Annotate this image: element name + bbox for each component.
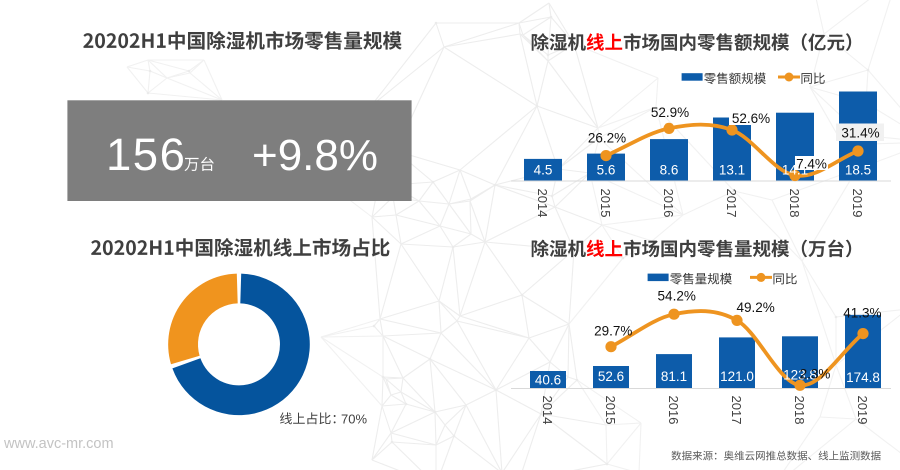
svg-text:2018: 2018 — [792, 396, 807, 425]
svg-text:+9.8%: +9.8% — [252, 131, 378, 180]
svg-text:29.7%: 29.7% — [594, 324, 632, 339]
svg-text:41.3%: 41.3% — [843, 306, 881, 321]
svg-text:31.4%: 31.4% — [841, 126, 879, 141]
svg-text:156: 156 — [106, 129, 186, 180]
svg-text:26.2%: 26.2% — [588, 130, 626, 145]
svg-text:2017: 2017 — [729, 396, 744, 425]
svg-text:2017: 2017 — [724, 189, 739, 218]
svg-text:49.2%: 49.2% — [736, 300, 774, 315]
svg-text:18.5: 18.5 — [845, 163, 871, 178]
svg-text:2014: 2014 — [535, 189, 550, 218]
svg-text:2.3%: 2.3% — [800, 367, 831, 382]
svg-text:54.2%: 54.2% — [658, 289, 696, 304]
svg-text:2016: 2016 — [666, 396, 681, 425]
svg-text:70%: 70% — [341, 411, 367, 426]
svg-text:2016: 2016 — [661, 189, 676, 218]
svg-text:7.4%: 7.4% — [796, 156, 827, 171]
svg-text:2014: 2014 — [540, 396, 555, 425]
svg-text:8.6: 8.6 — [660, 163, 679, 178]
svg-text:121.0: 121.0 — [720, 369, 754, 384]
svg-text:4.5: 4.5 — [534, 163, 553, 178]
svg-text:2018: 2018 — [787, 189, 802, 218]
svg-text:5.6: 5.6 — [597, 163, 616, 178]
svg-text:14.1: 14.1 — [782, 163, 808, 178]
svg-text:2019: 2019 — [850, 189, 865, 218]
svg-text:52.6: 52.6 — [598, 369, 624, 384]
svg-text:2015: 2015 — [598, 189, 613, 218]
svg-text:2015: 2015 — [603, 396, 618, 425]
svg-text:81.1: 81.1 — [661, 369, 687, 384]
svg-text:13.1: 13.1 — [719, 163, 745, 178]
svg-text:123.8: 123.8 — [783, 368, 817, 383]
svg-text:2019: 2019 — [855, 396, 870, 425]
svg-text:52.6%: 52.6% — [732, 111, 770, 126]
svg-text:40.6: 40.6 — [535, 373, 561, 388]
svg-text:174.8: 174.8 — [846, 370, 880, 385]
svg-text:www.avc-mr.com: www.avc-mr.com — [3, 436, 114, 452]
svg-text:52.9%: 52.9% — [651, 105, 689, 120]
